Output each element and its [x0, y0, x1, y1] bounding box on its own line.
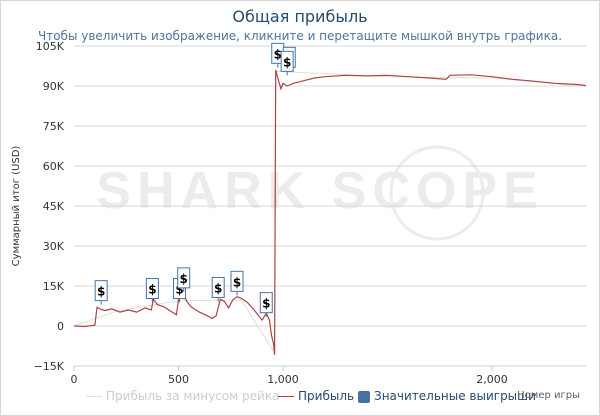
scope-ring: [389, 145, 485, 241]
y-tick-label: 15K: [43, 280, 65, 293]
chart-title: Общая прибыль: [232, 7, 368, 26]
x-axis: 0 500 1,000 2,000: [71, 365, 586, 386]
big-win-flag[interactable]: $: [177, 267, 191, 292]
big-win-flag[interactable]: $: [211, 276, 225, 302]
y-tick-label: 90K: [43, 80, 65, 93]
x-tick-label: 0: [71, 373, 78, 386]
big-win-flag-box: [230, 270, 244, 292]
x-axis-label: Номер игры: [517, 390, 580, 401]
big-win-flags[interactable]: $$$$$$$$$$: [94, 42, 296, 317]
series-line: [73, 69, 587, 355]
big-win-flag-label: $: [283, 55, 291, 69]
y-tick-label: 0: [57, 320, 64, 333]
y-axis-label: Суммарный итог (USD): [11, 146, 22, 267]
big-win-flag[interactable]: $: [145, 278, 159, 303]
legend-rake-label: Прибыль за минусом рейка: [106, 389, 280, 403]
big-win-flag-label: $: [148, 283, 156, 297]
gridlines: [74, 45, 586, 367]
legend-profit-swatch: [278, 396, 294, 397]
big-win-flag-box: [259, 292, 273, 314]
big-win-flag[interactable]: $: [230, 270, 244, 296]
big-win-flag-label: $: [175, 283, 183, 297]
big-win-flag-label: $: [262, 297, 270, 311]
big-win-flag-box: [177, 267, 191, 289]
big-win-flag-box: [94, 280, 108, 302]
watermark-text: SHARK SCOPE: [96, 162, 543, 220]
y-tick-label: 30K: [43, 240, 65, 253]
x-tick-label: 2,000: [476, 373, 508, 386]
legend-item-profit[interactable]: Прибыль: [278, 386, 354, 406]
y-tick-label: 75K: [43, 120, 65, 133]
y-axis: −15K 0 15K 30K 45K 60K 75K 90K 105K: [34, 40, 65, 373]
legend: Прибыль за минусом рейка Прибыль Значите…: [0, 386, 600, 406]
series-group: [73, 69, 587, 355]
y-tick-label: 60K: [43, 160, 65, 173]
sharkscope-watermark: SHARK SCOPE: [96, 145, 543, 241]
y-tick-label: −15K: [34, 360, 65, 373]
big-win-flag-label: $: [97, 285, 105, 299]
big-win-flag-label: $: [214, 281, 222, 295]
big-win-flag-box: [145, 278, 159, 300]
legend-item-rake[interactable]: Прибыль за минусом рейка: [86, 386, 279, 406]
big-win-flag-label: $: [180, 272, 188, 286]
legend-rake-swatch: [86, 396, 102, 397]
legend-big-wins-label: Значительные выигрыши: [374, 389, 536, 403]
big-win-flag-box: [211, 276, 225, 298]
big-win-flag-box: [280, 50, 294, 72]
x-tick-label: 500: [168, 373, 189, 386]
big-win-flag-label: $: [233, 275, 241, 289]
big-win-flag[interactable]: $: [280, 50, 294, 76]
big-win-flag[interactable]: $: [259, 292, 273, 317]
y-tick-label: 45K: [43, 200, 65, 213]
big-win-flag-label: $: [274, 47, 282, 61]
x-tick-label: 1,000: [267, 373, 299, 386]
big-win-flag[interactable]: $: [94, 280, 108, 305]
legend-item-big-wins[interactable]: Значительные выигрыши: [358, 386, 536, 406]
legend-big-wins-swatch: [358, 390, 370, 403]
legend-profit-label: Прибыль: [298, 389, 355, 403]
y-tick-label: 105K: [36, 40, 65, 53]
chart-subtitle: Чтобы увеличить изображение, кликните и …: [37, 29, 563, 43]
